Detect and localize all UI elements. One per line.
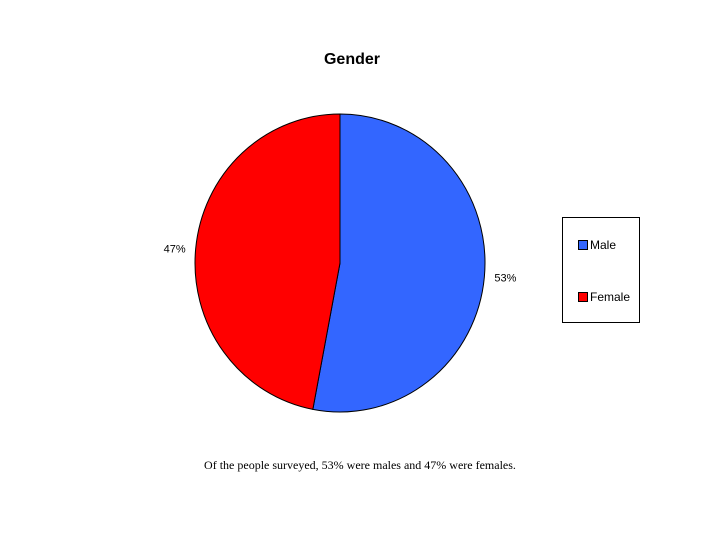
legend-swatch-male <box>578 240 588 250</box>
legend-label-female: Female <box>590 290 631 304</box>
legend: Male Female <box>562 217 640 323</box>
pie-slice-female <box>194 113 341 410</box>
legend-label-male: Male <box>590 238 617 252</box>
slice-label-female: 47% <box>164 243 186 255</box>
legend-swatch-female <box>578 292 588 302</box>
chart-title: Gender <box>323 51 380 68</box>
legend-item-male: Male <box>578 238 616 252</box>
chart-caption: Of the people surveyed, 53% were males a… <box>204 458 516 472</box>
pie-slice-male <box>312 113 486 413</box>
legend-item-female: Female <box>578 290 630 304</box>
slice-label-male: 53% <box>494 273 516 285</box>
